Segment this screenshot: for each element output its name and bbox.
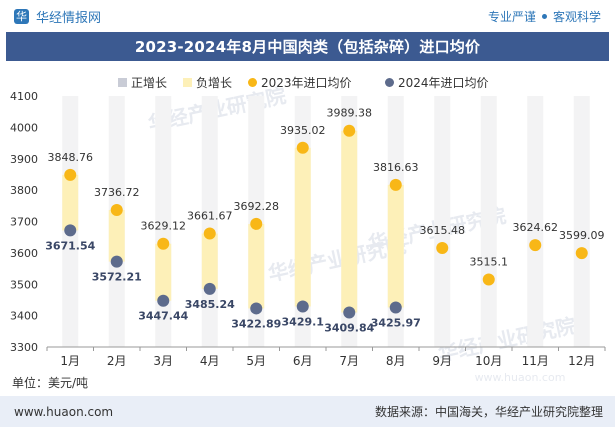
slogan: 专业严谨 客观科学 <box>488 8 601 25</box>
data-label-2024: 3485.24 <box>185 298 235 311</box>
growth-band <box>341 130 358 313</box>
data-label-2023: 3692.28 <box>234 200 280 213</box>
point-2023 <box>296 141 309 154</box>
growth-band <box>387 184 404 308</box>
growth-band <box>294 147 311 307</box>
growth-band <box>201 233 218 289</box>
brand[interactable]: 华 华经情报网 <box>14 7 101 26</box>
y-tick-label: 4100 <box>10 90 38 103</box>
x-tick-label: 2月 <box>107 354 127 368</box>
y-tick-label: 3700 <box>10 216 38 229</box>
point-2023 <box>203 227 216 240</box>
column-background <box>434 96 451 347</box>
data-label-2023: 3629.12 <box>141 220 187 233</box>
point-2024 <box>296 300 309 313</box>
x-tick-label: 11月 <box>522 354 549 368</box>
title-bar: 2023-2024年8月中国肉类（包括杂碎）进口均价 <box>6 32 609 61</box>
x-tick-label: 6月 <box>293 354 313 368</box>
x-tick-label: 9月 <box>432 354 452 368</box>
point-2024 <box>250 302 263 315</box>
point-2024 <box>64 224 77 237</box>
y-tick-label: 3500 <box>10 278 38 291</box>
point-2023 <box>343 124 356 137</box>
y-tick-label: 3800 <box>10 184 38 197</box>
data-label-2024: 3429.1 <box>282 315 324 328</box>
top-bar: 华 华经情报网 专业严谨 客观科学 <box>0 0 615 32</box>
chart-canvas: 华经产业研究院华经产业研究院华经产业研究院华经产业研究院www.huaon.co… <box>10 76 606 390</box>
data-label-2023: 3736.72 <box>94 186 140 199</box>
point-2023 <box>529 239 542 252</box>
data-label-2023: 3515.1 <box>470 256 509 269</box>
point-2024 <box>157 294 170 307</box>
point-2023 <box>575 247 588 260</box>
x-tick-label: 5月 <box>246 354 266 368</box>
brand-name: 华经情报网 <box>36 10 102 26</box>
watermark-url: www.huaon.com <box>475 371 566 384</box>
y-tick-label: 3900 <box>10 153 38 166</box>
bullet-icon <box>541 13 547 19</box>
x-tick-label: 7月 <box>339 354 359 368</box>
legend-swatch <box>183 78 192 87</box>
legend-label: 正增长 <box>131 76 167 90</box>
y-tick-label: 3400 <box>10 310 38 323</box>
data-source: 数据来源：中国海关，华经产业研究院整理 <box>374 405 603 419</box>
legend-label: 负增长 <box>196 76 232 90</box>
x-tick-label: 12月 <box>568 354 595 368</box>
growth-band <box>108 209 125 262</box>
growth-band <box>155 243 172 301</box>
data-label-2023: 3935.02 <box>280 124 326 137</box>
x-tick-label: 4月 <box>200 354 220 368</box>
point-2023 <box>482 273 495 286</box>
data-label-2023: 3615.48 <box>420 224 466 237</box>
growth-band <box>248 223 265 309</box>
point-2023 <box>436 242 449 255</box>
legend-swatch <box>385 78 394 87</box>
y-tick-label: 4000 <box>10 121 38 134</box>
point-2023 <box>64 168 77 181</box>
data-label-2023: 3816.63 <box>373 161 419 174</box>
column-background <box>573 96 590 347</box>
point-2024 <box>203 282 216 295</box>
x-tick-label: 10月 <box>475 354 502 368</box>
data-label-2023: 3624.62 <box>513 221 559 234</box>
watermark-text: 华经产业研究院 <box>436 313 578 366</box>
chart-title: 2023-2024年8月中国肉类（包括杂碎）进口均价 <box>134 38 481 56</box>
x-tick-label: 1月 <box>60 354 80 368</box>
data-label-2024: 3671.54 <box>45 239 95 252</box>
point-2023 <box>110 203 123 216</box>
data-label-2023: 3989.38 <box>327 107 373 120</box>
logo-icon: 华 <box>14 8 29 24</box>
website-link[interactable]: www.huaon.com <box>14 404 114 419</box>
legend-swatch <box>248 78 257 87</box>
slogan-right: 客观科学 <box>552 9 601 24</box>
point-2024 <box>110 255 123 268</box>
x-tick-label: 8月 <box>386 354 406 368</box>
legend-label: 2024年进口均价 <box>398 76 489 90</box>
point-2023 <box>389 178 402 191</box>
data-label-2024: 3447.44 <box>138 310 188 323</box>
legend-swatch <box>118 78 127 87</box>
column-background <box>480 96 497 347</box>
data-label-2024: 3425.97 <box>371 316 421 329</box>
data-label-2023: 3661.67 <box>187 210 233 223</box>
x-tick-label: 3月 <box>153 354 173 368</box>
y-tick-label: 3300 <box>10 341 38 354</box>
data-label-2024: 3572.21 <box>92 271 142 284</box>
footer: www.huaon.com 数据来源：中国海关，华经产业研究院整理 <box>0 396 615 427</box>
point-2024 <box>389 301 402 314</box>
data-label-2023: 3848.76 <box>48 151 94 164</box>
data-label-2024: 3422.89 <box>231 317 281 330</box>
data-label-2023: 3599.09 <box>559 229 605 242</box>
legend-label: 2023年进口均价 <box>261 76 352 90</box>
slogan-left: 专业严谨 <box>487 9 536 24</box>
growth-band <box>62 174 79 231</box>
point-2024 <box>343 306 356 319</box>
y-tick-label: 3600 <box>10 247 38 260</box>
data-label-2024: 3409.84 <box>324 322 374 335</box>
column-background <box>527 96 544 347</box>
point-2023 <box>250 217 263 230</box>
unit-label: 单位：美元/吨 <box>12 375 88 390</box>
point-2023 <box>157 237 170 250</box>
